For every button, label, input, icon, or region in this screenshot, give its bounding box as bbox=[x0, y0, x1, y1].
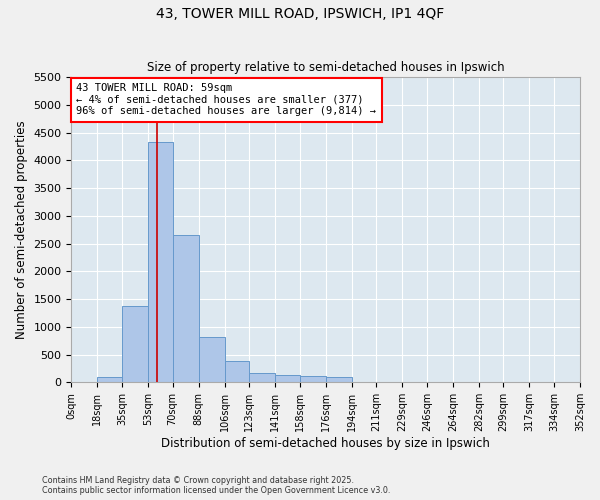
Bar bbox=[326, 377, 352, 382]
Bar bbox=[249, 372, 275, 382]
Text: Contains HM Land Registry data © Crown copyright and database right 2025.
Contai: Contains HM Land Registry data © Crown c… bbox=[42, 476, 391, 495]
Bar bbox=[224, 362, 249, 382]
Bar bbox=[173, 236, 199, 382]
Bar bbox=[275, 375, 299, 382]
Bar bbox=[299, 376, 326, 382]
Y-axis label: Number of semi-detached properties: Number of semi-detached properties bbox=[15, 120, 28, 339]
Text: 43 TOWER MILL ROAD: 59sqm
← 4% of semi-detached houses are smaller (377)
96% of : 43 TOWER MILL ROAD: 59sqm ← 4% of semi-d… bbox=[76, 83, 376, 116]
Text: 43, TOWER MILL ROAD, IPSWICH, IP1 4QF: 43, TOWER MILL ROAD, IPSWICH, IP1 4QF bbox=[156, 8, 444, 22]
Bar bbox=[97, 377, 122, 382]
Bar bbox=[122, 306, 148, 382]
Bar bbox=[199, 338, 224, 382]
X-axis label: Distribution of semi-detached houses by size in Ipswich: Distribution of semi-detached houses by … bbox=[161, 437, 490, 450]
Bar bbox=[148, 142, 173, 382]
Title: Size of property relative to semi-detached houses in Ipswich: Size of property relative to semi-detach… bbox=[147, 62, 505, 74]
